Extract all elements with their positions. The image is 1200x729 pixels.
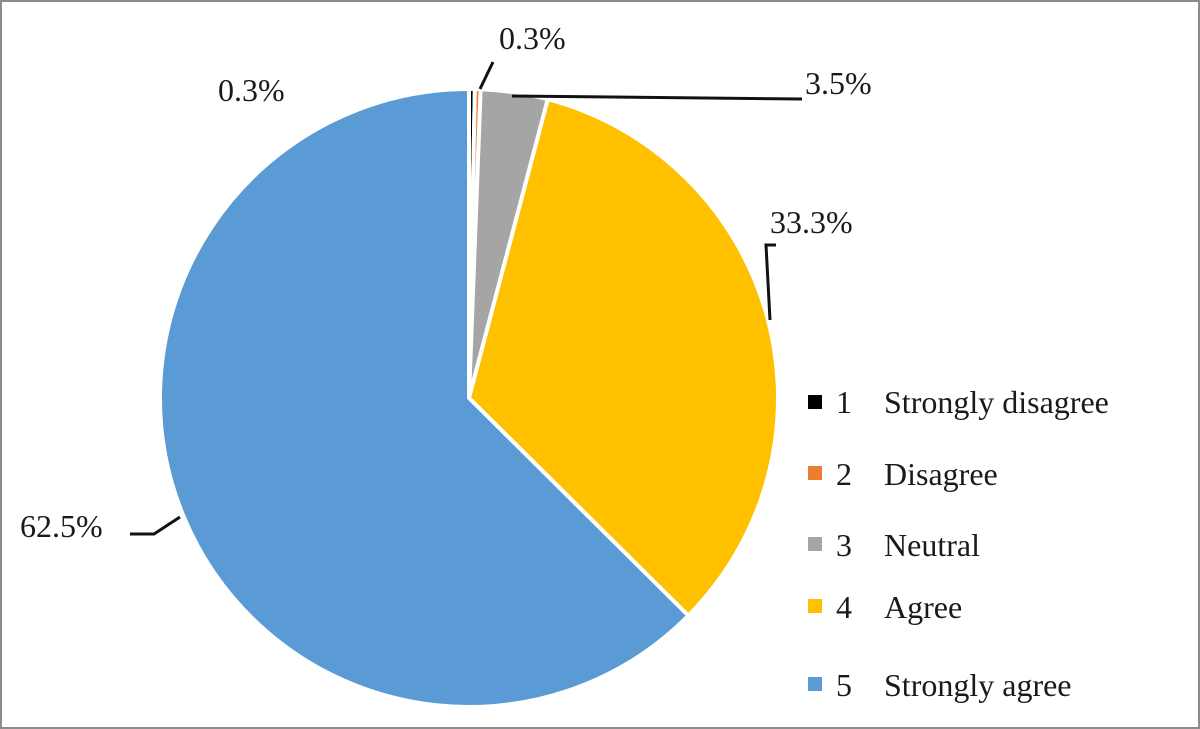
data-label-slice-3: 3.5% — [805, 65, 872, 101]
legend-swatch-5 — [808, 677, 822, 691]
pie-slice-5 — [158, 87, 691, 709]
data-label-slice-1: 0.3% — [218, 72, 285, 108]
legend-label-2: Disagree — [884, 456, 998, 492]
legend-code-5: 5 — [836, 667, 852, 703]
legend-label-1: Strongly disagree — [884, 384, 1109, 420]
legend-label-3: Neutral — [884, 527, 980, 563]
legend-swatch-2 — [808, 466, 822, 480]
legend-code-1: 1 — [836, 384, 852, 420]
pie-slices — [158, 87, 780, 709]
legend-item-2: 2 Disagree — [808, 456, 998, 492]
leader-line-slice-5 — [130, 515, 181, 536]
legend-swatch-1 — [808, 395, 822, 409]
data-label-slice-4: 33.3% — [770, 204, 853, 240]
data-labels: 0.3% 0.3% 3.5% 33.3% 62.5% — [20, 20, 872, 544]
leader-line-slice-3 — [511, 94, 803, 101]
legend-label-4: Agree — [884, 589, 962, 625]
legend-code-2: 2 — [836, 456, 852, 492]
legend-swatch-4 — [808, 599, 822, 613]
legend-item-5: 5 Strongly agree — [808, 667, 1072, 703]
leader-line-slice-2 — [478, 61, 495, 90]
legend-item-3: 3 Neutral — [808, 527, 980, 563]
legend-code-4: 4 — [836, 589, 852, 625]
data-label-slice-2: 0.3% — [499, 20, 566, 56]
legend-item-1: 1 Strongly disagree — [808, 384, 1109, 420]
pie-slice-4 — [467, 97, 780, 618]
data-label-slice-5: 62.5% — [20, 508, 103, 544]
legend-item-4: 4 Agree — [808, 589, 962, 625]
legend: 1 Strongly disagree 2 Disagree 3 Neutral… — [808, 384, 1109, 703]
leader-line-slice-4 — [764, 243, 776, 321]
legend-code-3: 3 — [836, 527, 852, 563]
legend-label-5: Strongly agree — [884, 667, 1072, 703]
legend-swatch-3 — [808, 537, 822, 551]
label-leader-lines — [130, 61, 803, 536]
